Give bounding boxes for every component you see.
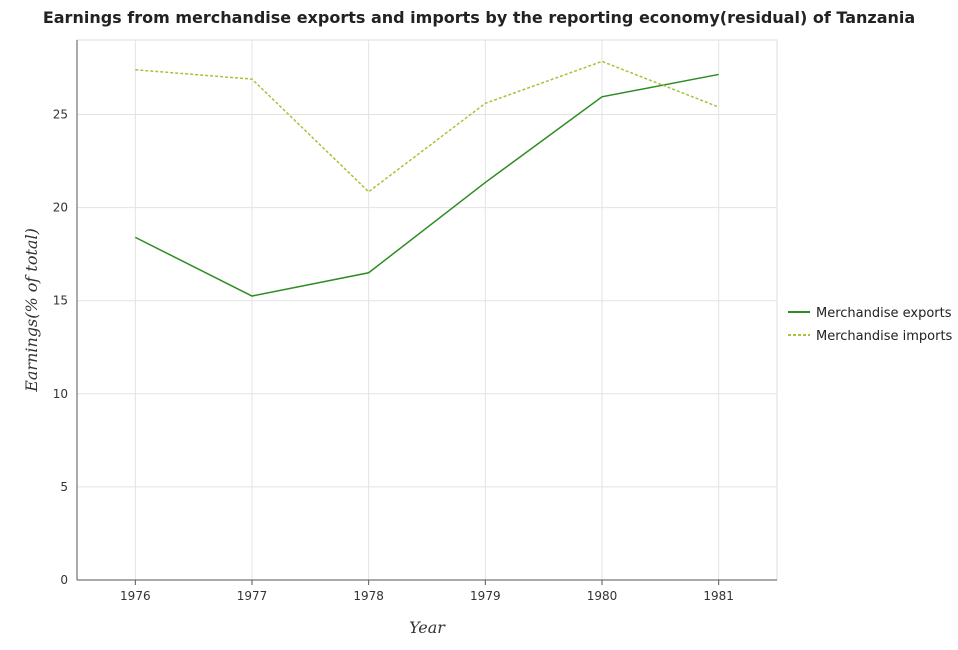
legend-label: Merchandise exports: [816, 306, 952, 321]
y-tick-label: 5: [60, 480, 68, 494]
y-axis-title: Earnings(% of total): [22, 228, 41, 393]
x-tick-label: 1976: [120, 589, 151, 603]
series-line-exports: [135, 74, 718, 296]
grid-lines: [77, 40, 777, 580]
series-lines: [135, 61, 719, 296]
series-line-imports: [135, 61, 718, 191]
axes: [77, 40, 777, 585]
y-tick-label: 15: [53, 294, 68, 308]
plot-frame: [77, 40, 777, 580]
y-tick-label: 20: [53, 201, 68, 215]
y-tick-label: 0: [60, 573, 68, 587]
x-tick-label: 1977: [237, 589, 268, 603]
x-tick-label: 1980: [587, 589, 618, 603]
x-tick-label: 1978: [353, 589, 384, 603]
tick-labels: 0 5 10 15 20 25 1976 1977 1978 1979 1980 1981: [53, 107, 734, 603]
x-tick-label: 1979: [470, 589, 501, 603]
x-tick-label: 1981: [703, 589, 734, 603]
y-tick-label: 10: [53, 387, 68, 401]
x-axis-title: Year: [409, 618, 446, 637]
legend: Merchandise exports Merchandise imports: [788, 306, 953, 344]
legend-label: Merchandise imports: [816, 329, 953, 344]
y-tick-label: 25: [53, 107, 68, 121]
